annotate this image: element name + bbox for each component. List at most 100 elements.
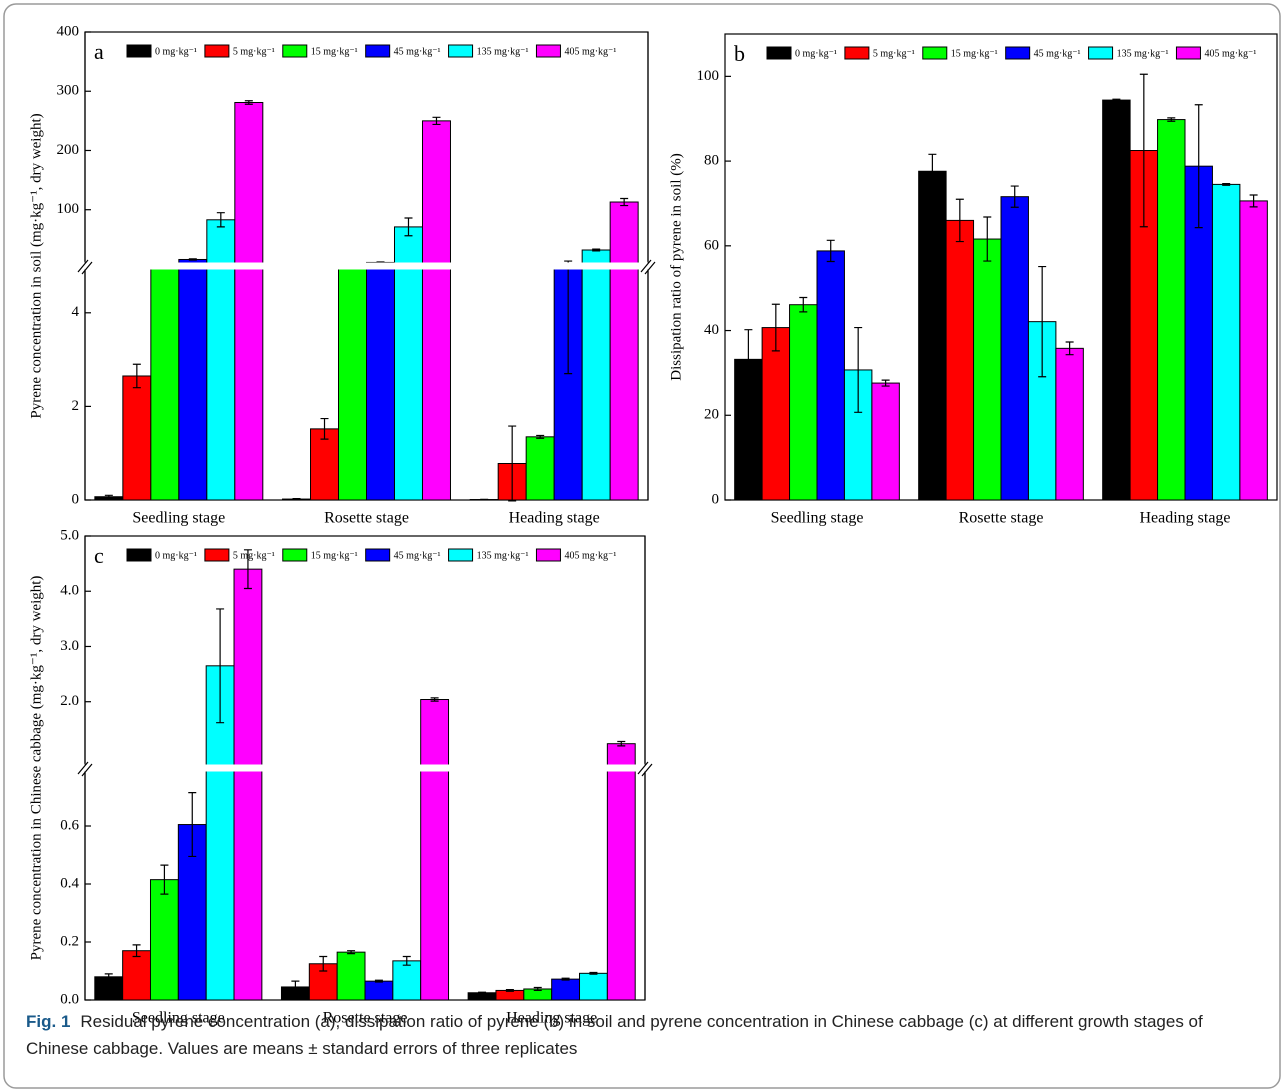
- legend-label: 45 mg·kg⁻¹: [394, 46, 441, 57]
- break-mark: [77, 761, 93, 777]
- x-tick-label: Rosette stage: [324, 510, 409, 527]
- y-tick-label: 40: [704, 322, 719, 338]
- legend-swatch: [204, 44, 230, 58]
- caption: Fig. 1 Residual pyrene concentration (a),…: [26, 1008, 1266, 1062]
- bar: [579, 972, 608, 1001]
- legend-label: 15 mg·kg⁻¹: [311, 46, 358, 57]
- error-bar: [1222, 182, 1231, 186]
- error-bar: [319, 955, 328, 972]
- error-bar: [160, 864, 169, 895]
- bar: [871, 382, 900, 501]
- y-tick-label: 5.0: [60, 527, 79, 543]
- y-tick-label: 0.2: [60, 933, 79, 949]
- bar: [609, 201, 639, 501]
- panel-label: b: [734, 41, 745, 66]
- axis-break: [75, 262, 658, 270]
- bar: [149, 879, 179, 1001]
- error-bar: [404, 217, 413, 237]
- break-mark: [637, 761, 653, 777]
- y-axis-label: Pyrene concentration in soil (mg·kg⁻¹, d…: [28, 113, 44, 418]
- legend-swatch: [1088, 46, 1114, 60]
- bar: [338, 264, 367, 501]
- error-bar: [1038, 265, 1047, 378]
- error-bar: [771, 303, 780, 352]
- error-bar: [799, 296, 808, 313]
- legend-swatch: [126, 548, 152, 562]
- x-tick-label: Seedling stage: [132, 1010, 225, 1027]
- bar: [122, 375, 152, 501]
- legend-label: 405 mg·kg⁻¹: [1204, 48, 1256, 59]
- bar: [364, 980, 394, 1001]
- legend-label: 15 mg·kg⁻¹: [951, 48, 998, 59]
- error-bar: [1167, 117, 1176, 122]
- error-bar: [928, 153, 937, 189]
- error-bar: [881, 379, 890, 387]
- error-bar: [188, 792, 197, 858]
- bar: [421, 120, 451, 501]
- y-tick-label: 200: [57, 142, 80, 158]
- caption-text: Residual pyrene concentration (a), dissi…: [26, 1012, 1203, 1058]
- error-bar: [132, 363, 141, 389]
- legend-swatch: [365, 44, 391, 58]
- error-bar: [564, 260, 573, 375]
- bar: [336, 951, 366, 1001]
- bar: [581, 249, 611, 501]
- break-mark: [640, 259, 656, 275]
- error-bar: [320, 417, 329, 440]
- legend-swatch: [365, 548, 391, 562]
- legend-label: 135 mg·kg⁻¹: [477, 550, 529, 561]
- error-bar: [243, 549, 252, 590]
- y-tick-label: 4: [72, 304, 80, 320]
- error-bar: [1249, 194, 1258, 208]
- error-bar: [216, 212, 225, 228]
- bar: [206, 219, 236, 501]
- error-bar: [533, 986, 542, 992]
- legend-label: 135 mg·kg⁻¹: [1117, 48, 1169, 59]
- legend-label: 135 mg·kg⁻¹: [477, 46, 529, 57]
- bar: [392, 960, 422, 1001]
- y-tick-label: 20: [704, 407, 719, 423]
- bar: [816, 250, 845, 501]
- legend-label: 0 mg·kg⁻¹: [155, 550, 197, 561]
- bar: [789, 304, 818, 501]
- error-bar: [536, 434, 545, 439]
- error-bar: [132, 944, 141, 958]
- error-bar: [478, 991, 487, 994]
- x-tick-label: Seedling stage: [771, 510, 864, 527]
- legend-swatch: [282, 548, 308, 562]
- y-tick-label: 100: [57, 201, 80, 217]
- y-tick-label: 0.0: [60, 991, 79, 1007]
- legend-swatch: [844, 46, 870, 60]
- error-bar: [430, 697, 439, 702]
- error-bar: [104, 973, 113, 981]
- y-tick-label: 2: [72, 398, 80, 414]
- legend-swatch: [204, 548, 230, 562]
- error-bar: [826, 239, 835, 263]
- error-bar: [216, 608, 225, 724]
- error-bar: [983, 216, 992, 262]
- error-bar: [1194, 104, 1203, 229]
- x-tick-label: Seedling stage: [132, 510, 225, 527]
- y-tick-label: 3.0: [60, 638, 79, 654]
- legend-swatch: [1005, 46, 1031, 60]
- x-tick-label: Heading stage: [509, 510, 600, 527]
- legend-label: 405 mg·kg⁻¹: [564, 550, 616, 561]
- bar: [553, 263, 583, 501]
- error-bar: [620, 197, 629, 207]
- bar: [525, 436, 555, 501]
- error-bar: [592, 248, 601, 252]
- bar: [1102, 99, 1131, 501]
- error-bar: [1139, 73, 1148, 228]
- bar: [1239, 200, 1268, 501]
- bar: [420, 699, 450, 1001]
- legend-swatch: [766, 46, 792, 60]
- error-bar: [854, 326, 863, 413]
- error-bar: [374, 979, 383, 983]
- legend-label: 0 mg·kg⁻¹: [155, 46, 197, 57]
- error-bar: [292, 497, 301, 501]
- axis-break: [75, 764, 655, 772]
- y-tick-label: 60: [704, 237, 719, 253]
- y-tick-label: 2.0: [60, 693, 79, 709]
- legend-label: 45 mg·kg⁻¹: [394, 550, 441, 561]
